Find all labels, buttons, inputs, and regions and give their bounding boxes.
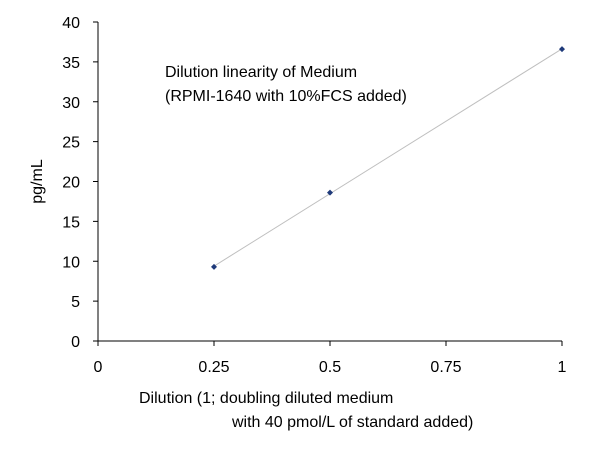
annotation-line-2: (RPMI-1640 with 10%FCS added) [165, 88, 407, 105]
trendline-layer [213, 48, 563, 267]
y-tick-label: 40 [62, 15, 80, 32]
y-tick-label: 5 [71, 294, 80, 311]
y-tick-label: 20 [62, 175, 80, 192]
y-tick-label: 30 [62, 95, 80, 112]
x-tick-label: 0 [94, 359, 103, 376]
x-axis-title-line-1: Dilution (1; doubling diluted medium [139, 390, 393, 407]
x-axis-title-line-2: with 40 pmol/L of standard added) [231, 414, 473, 431]
x-axis-ticks: 0 0.25 0.5 0.75 1 [94, 341, 567, 376]
y-axis-title: pg/mL [29, 159, 46, 204]
data-point [559, 46, 565, 53]
data-points [211, 46, 565, 270]
y-axis-ticks: 0 5 10 15 20 25 30 35 40 [62, 15, 98, 351]
data-point [211, 263, 217, 270]
y-tick-label: 0 [71, 334, 80, 351]
x-tick-label: 0.5 [319, 359, 341, 376]
y-tick-label: 15 [62, 214, 80, 231]
y-tick-label: 35 [62, 55, 80, 72]
y-tick-label: 25 [62, 135, 80, 152]
x-tick-label: 0.25 [198, 359, 229, 376]
x-tick-label: 0.75 [430, 359, 461, 376]
x-tick-label: 1 [558, 359, 567, 376]
y-tick-label: 10 [62, 254, 80, 271]
trendline [213, 48, 563, 267]
annotation-line-1: Dilution linearity of Medium [165, 64, 357, 81]
data-point [327, 189, 333, 196]
